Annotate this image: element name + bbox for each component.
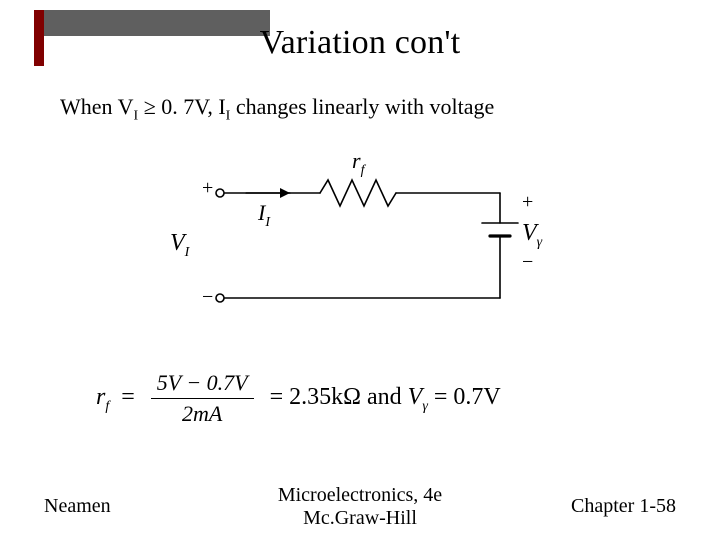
eq-numerator: 5V − 0.7V	[151, 370, 254, 399]
right-plus: +	[522, 191, 533, 213]
vg-label: Vγ	[522, 220, 543, 250]
ii-label: II	[257, 200, 271, 230]
vi-label: VI	[170, 230, 191, 260]
equation: rf = 5V − 0.7V 2mA = 2.35kΩ and Vγ = 0.7…	[96, 370, 636, 440]
eq-lhs-sub: f	[105, 399, 109, 414]
body-statement: When VI ≥ 0. 7V, II changes linearly wit…	[60, 94, 660, 124]
footer-chapter: Chapter 1-58	[571, 495, 676, 518]
eq-vg-sub: γ	[422, 399, 428, 414]
right-minus: −	[522, 251, 533, 273]
rf-label: rf	[352, 148, 367, 178]
slide: Variation con't When VI ≥ 0. 7V, II chan…	[0, 0, 720, 540]
left-plus: +	[202, 177, 213, 199]
body-mid: ≥ 0. 7V, I	[138, 94, 225, 119]
footer-center-line1: Microelectronics, 4e	[278, 484, 442, 506]
slide-title: Variation con't	[0, 24, 720, 62]
eq-and: and	[367, 384, 408, 410]
eq-equals-1: =	[121, 384, 135, 410]
left-minus: −	[202, 286, 213, 308]
footer-center-line2: Mc.Graw-Hill	[303, 507, 417, 529]
eq-rhs1: = 2.35kΩ	[270, 384, 361, 410]
body-prefix: When V	[60, 94, 134, 119]
eq-vg-val: = 0.7V	[434, 384, 501, 410]
circuit-diagram: rf + VI − II + Vγ −	[150, 138, 570, 338]
eq-lhs-sym: r	[96, 384, 105, 410]
eq-fraction: 5V − 0.7V 2mA	[151, 370, 254, 427]
body-suffix: changes linearly with voltage	[230, 94, 494, 119]
eq-vg-sym: V	[408, 384, 423, 410]
eq-denominator: 2mA	[151, 399, 254, 427]
